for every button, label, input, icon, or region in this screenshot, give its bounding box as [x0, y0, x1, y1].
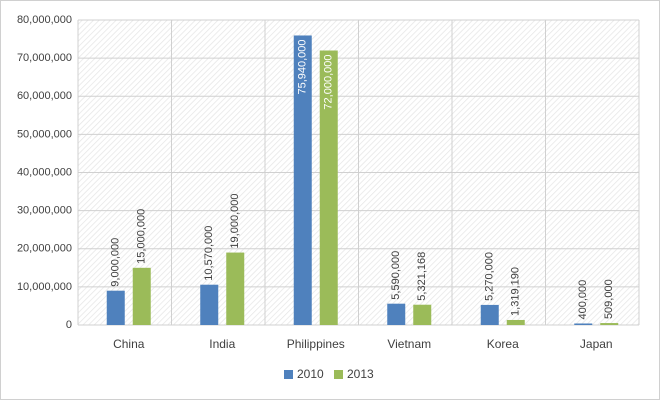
y-tick-label: 50,000,000: [17, 128, 72, 140]
y-tick-label: 40,000,000: [17, 166, 72, 178]
bar: [413, 304, 432, 325]
value-label: 9,000,000: [110, 238, 122, 287]
legend-swatch: [334, 370, 343, 379]
bar: [600, 323, 619, 325]
value-label: 400,000: [577, 280, 589, 320]
bar: [574, 323, 593, 325]
y-tick-label: 70,000,000: [17, 52, 72, 64]
x-tick-label: India: [209, 337, 235, 351]
x-tick-label: Korea: [487, 337, 519, 351]
legend-swatch: [284, 370, 293, 379]
y-tick-label: 10,000,000: [17, 281, 72, 293]
value-label: 72,000,000: [323, 55, 335, 110]
y-tick-label: 30,000,000: [17, 205, 72, 217]
bar: [319, 50, 338, 325]
value-label: 75,940,000: [297, 39, 309, 94]
bar: [387, 303, 406, 325]
value-label: 19,000,000: [229, 194, 241, 249]
bar: [132, 267, 151, 325]
value-label: 5,270,000: [484, 252, 496, 301]
y-tick-label: 80,000,000: [17, 14, 72, 26]
value-label: 5,321,168: [416, 252, 428, 301]
bar: [200, 284, 219, 325]
value-label: 5,590,000: [390, 251, 402, 300]
x-tick-label: Philippines: [287, 337, 345, 351]
y-tick-label: 60,000,000: [17, 90, 72, 102]
bar: [106, 290, 125, 325]
value-label: 15,000,000: [136, 209, 148, 264]
value-label: 10,570,000: [203, 226, 215, 281]
legend-label: 2010: [297, 367, 324, 381]
x-tick-label: Vietnam: [387, 337, 431, 351]
x-tick-label: China: [113, 337, 145, 351]
bar: [480, 304, 499, 325]
bar: [226, 252, 245, 325]
x-tick-label: Japan: [580, 337, 613, 351]
legend-label: 2013: [347, 367, 374, 381]
bar: [506, 319, 525, 325]
bar: [293, 35, 312, 325]
value-label: 1,319,190: [510, 267, 522, 316]
value-label: 509,000: [603, 279, 615, 319]
y-tick-label: 20,000,000: [17, 243, 72, 255]
y-tick-label: 0: [66, 319, 72, 331]
